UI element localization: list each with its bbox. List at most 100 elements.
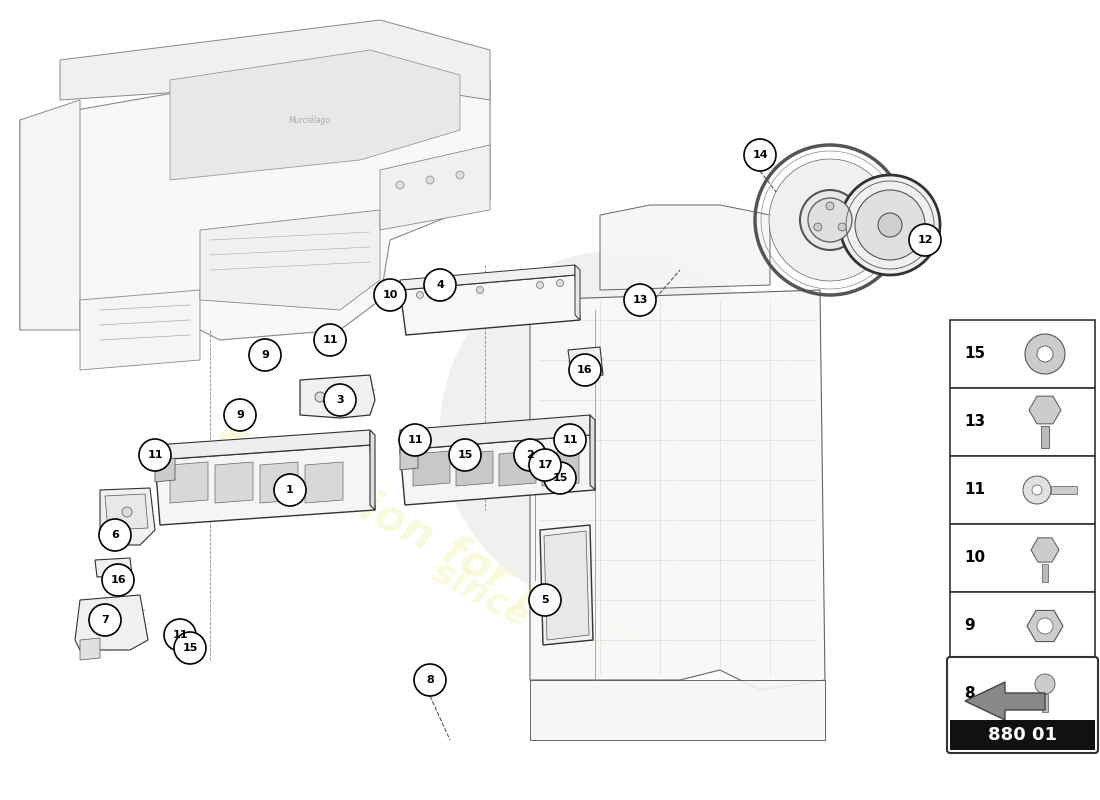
Polygon shape <box>499 451 536 486</box>
Polygon shape <box>60 20 490 100</box>
Circle shape <box>537 282 543 289</box>
Text: 6: 6 <box>111 530 119 540</box>
Text: 13: 13 <box>632 295 648 305</box>
Polygon shape <box>590 415 595 490</box>
Polygon shape <box>300 375 375 418</box>
Bar <box>950 320 1094 388</box>
Circle shape <box>89 604 121 636</box>
Bar <box>950 388 1094 456</box>
Text: 11: 11 <box>322 335 338 345</box>
Circle shape <box>826 202 834 210</box>
Polygon shape <box>575 265 580 320</box>
Text: 11: 11 <box>964 482 984 498</box>
Circle shape <box>396 181 404 189</box>
Text: 14: 14 <box>752 150 768 160</box>
Text: 11: 11 <box>147 450 163 460</box>
Text: 4: 4 <box>436 280 444 290</box>
Text: 3: 3 <box>337 395 344 405</box>
Text: 15: 15 <box>458 450 473 460</box>
Bar <box>950 720 1094 750</box>
Polygon shape <box>75 595 148 650</box>
Circle shape <box>164 619 196 651</box>
Polygon shape <box>260 462 298 503</box>
Circle shape <box>274 474 306 506</box>
Circle shape <box>878 213 902 237</box>
Polygon shape <box>540 525 593 645</box>
Circle shape <box>324 384 356 416</box>
Polygon shape <box>568 347 603 378</box>
Polygon shape <box>305 462 343 503</box>
Text: 13: 13 <box>964 414 986 430</box>
Bar <box>1050 486 1077 494</box>
Polygon shape <box>530 290 825 690</box>
Circle shape <box>514 439 546 471</box>
Bar <box>950 592 1094 660</box>
Circle shape <box>769 159 891 281</box>
Circle shape <box>122 507 132 517</box>
Text: 16: 16 <box>110 575 125 585</box>
Bar <box>1042 694 1048 712</box>
Circle shape <box>1037 618 1053 634</box>
Circle shape <box>139 439 170 471</box>
Polygon shape <box>379 145 490 230</box>
Polygon shape <box>1027 610 1063 642</box>
Circle shape <box>99 519 131 551</box>
Circle shape <box>1023 476 1050 504</box>
Polygon shape <box>400 265 575 290</box>
Circle shape <box>1032 485 1042 495</box>
Text: 9: 9 <box>236 410 244 420</box>
Text: 11: 11 <box>173 630 188 640</box>
Circle shape <box>102 564 134 596</box>
Circle shape <box>1035 674 1055 694</box>
Polygon shape <box>965 682 1045 720</box>
Polygon shape <box>20 60 490 340</box>
Circle shape <box>569 354 601 386</box>
Polygon shape <box>1031 538 1059 562</box>
Circle shape <box>424 269 456 301</box>
Circle shape <box>909 224 940 256</box>
Text: 10: 10 <box>964 550 986 566</box>
Bar <box>1041 426 1049 448</box>
Bar <box>950 524 1094 592</box>
Polygon shape <box>200 210 380 310</box>
Polygon shape <box>400 275 580 335</box>
Polygon shape <box>542 451 579 486</box>
Circle shape <box>399 424 431 456</box>
Text: 12: 12 <box>917 235 933 245</box>
Circle shape <box>744 139 775 171</box>
Text: 16: 16 <box>578 365 593 375</box>
Text: 5: 5 <box>541 595 549 605</box>
Text: 15: 15 <box>552 473 568 483</box>
Circle shape <box>440 250 800 610</box>
Polygon shape <box>400 435 595 505</box>
Polygon shape <box>400 415 590 450</box>
Polygon shape <box>544 531 588 640</box>
Text: 10: 10 <box>383 290 398 300</box>
Polygon shape <box>155 445 375 525</box>
Circle shape <box>417 291 424 298</box>
Circle shape <box>174 632 206 664</box>
Text: a passion for parts: a passion for parts <box>211 410 649 670</box>
Circle shape <box>624 284 656 316</box>
Bar <box>950 660 1094 728</box>
Circle shape <box>557 279 563 286</box>
Circle shape <box>808 198 852 242</box>
Polygon shape <box>170 462 208 503</box>
Text: 15: 15 <box>183 643 198 653</box>
FancyBboxPatch shape <box>947 657 1098 753</box>
Text: 9: 9 <box>261 350 268 360</box>
Polygon shape <box>104 494 148 530</box>
Polygon shape <box>100 488 155 545</box>
Circle shape <box>224 399 256 431</box>
Polygon shape <box>1028 396 1062 424</box>
Text: 15: 15 <box>964 346 986 362</box>
Polygon shape <box>95 558 132 577</box>
Circle shape <box>315 392 324 402</box>
Circle shape <box>426 176 434 184</box>
Polygon shape <box>530 680 825 740</box>
Bar <box>950 456 1094 524</box>
Circle shape <box>249 339 280 371</box>
Text: 880 01: 880 01 <box>988 726 1057 744</box>
Text: 7: 7 <box>101 615 109 625</box>
Text: 17: 17 <box>537 460 552 470</box>
